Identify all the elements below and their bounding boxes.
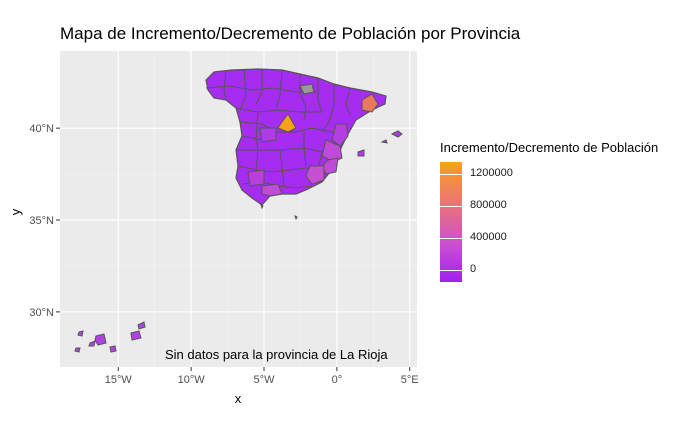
province-madrid[interactable] (277, 113, 297, 133)
legend-tick-label: 1200000 (470, 167, 513, 179)
x-axis-ticks: 15°W 10°W 5°W 0° 5°E (105, 367, 419, 386)
y-tick-label: 35°N (29, 215, 54, 227)
province-la-rioja-no-data[interactable] (299, 83, 315, 95)
legend-tick-mark (440, 270, 462, 271)
y-axis-ticks: 40°N 35°N 30°N (29, 123, 60, 319)
legend-tick-mark (440, 238, 462, 239)
plot-title: Mapa de Incremento/Decremento de Poblaci… (60, 24, 521, 43)
legend-tick-mark (440, 206, 462, 207)
legend-tick-label: 800000 (470, 199, 507, 211)
peninsula-landmass[interactable] (205, 68, 387, 206)
ceuta-melilla (260, 204, 298, 221)
legend-tick-mark (440, 174, 462, 175)
province-barcelona[interactable] (361, 93, 379, 113)
province-map (74, 68, 403, 353)
province-castellon[interactable] (331, 123, 349, 147)
x-tick-label: 5°E (401, 374, 419, 386)
legend-colorbar (440, 162, 462, 282)
province-murcia[interactable] (305, 165, 325, 185)
province-sevilla[interactable] (247, 169, 265, 187)
province-alicante[interactable] (321, 157, 339, 175)
y-axis-title: y (8, 208, 23, 215)
legend: Incremento/Decremento de Población 12000… (440, 140, 659, 282)
x-tick-label: 5°W (254, 374, 276, 386)
balearic-islands[interactable] (357, 130, 403, 157)
x-tick-label: 10°W (178, 374, 206, 386)
canary-islands[interactable] (74, 321, 146, 353)
x-axis-title: x (235, 391, 242, 406)
legend-tick-label: 400000 (470, 231, 507, 243)
y-tick-label: 30°N (29, 307, 54, 319)
no-data-note: Sin datos para la provincia de La Rioja (165, 347, 388, 362)
legend-title: Incremento/Decremento de Población (440, 140, 659, 155)
province-malaga[interactable] (261, 183, 283, 197)
province-toledo[interactable] (259, 127, 277, 143)
x-tick-label: 15°W (105, 374, 133, 386)
x-tick-label: 0° (332, 374, 343, 386)
y-tick-label: 40°N (29, 123, 54, 135)
legend-tick-label: 0 (470, 263, 477, 275)
